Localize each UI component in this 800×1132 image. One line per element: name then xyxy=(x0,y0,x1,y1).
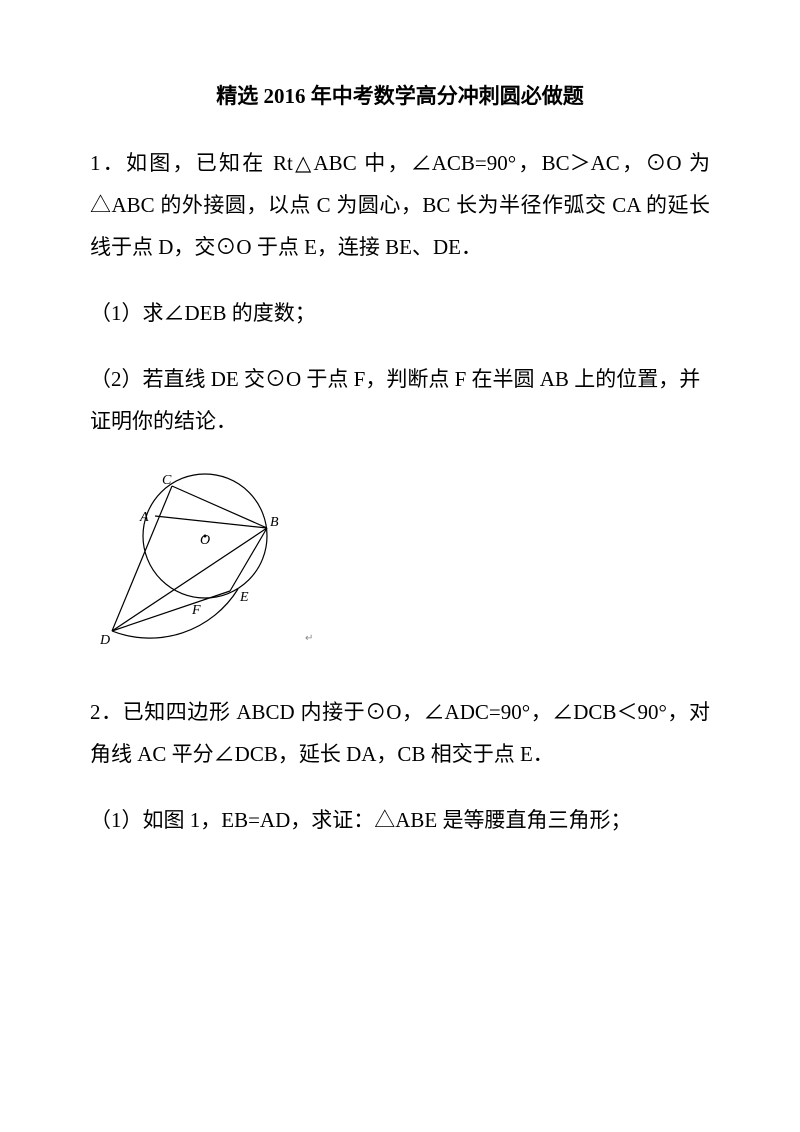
svg-text:C: C xyxy=(162,473,172,488)
circle-diagram-svg: C A O B E F D ↵ xyxy=(100,466,320,656)
svg-text:B: B xyxy=(270,515,279,530)
svg-text:D: D xyxy=(100,633,110,648)
problem2-intro: 2．已知四边形 ABCD 内接于⊙O，∠ADC=90°，∠DCB＜90°，对角线… xyxy=(90,691,710,775)
svg-text:↵: ↵ xyxy=(305,633,313,644)
problem1-intro: 1．如图，已知在 Rt△ABC 中，∠ACB=90°，BC＞AC，⊙O 为△AB… xyxy=(90,142,710,268)
svg-text:F: F xyxy=(191,603,201,618)
svg-text:A: A xyxy=(139,510,149,525)
problem1-part1: （1）求∠DEB 的度数； xyxy=(90,292,710,334)
problem1-part2: （2）若直线 DE 交⊙O 于点 F，判断点 F 在半圆 AB 上的位置，并证明… xyxy=(90,358,710,442)
problem2-part1: （1）如图 1，EB=AD，求证：△ABE 是等腰直角三角形； xyxy=(90,799,710,841)
geometry-diagram: C A O B E F D ↵ xyxy=(100,466,710,661)
page-title: 精选 2016 年中考数学高分冲刺圆必做题 xyxy=(90,80,710,110)
svg-text:E: E xyxy=(239,590,249,605)
svg-text:O: O xyxy=(200,533,210,548)
